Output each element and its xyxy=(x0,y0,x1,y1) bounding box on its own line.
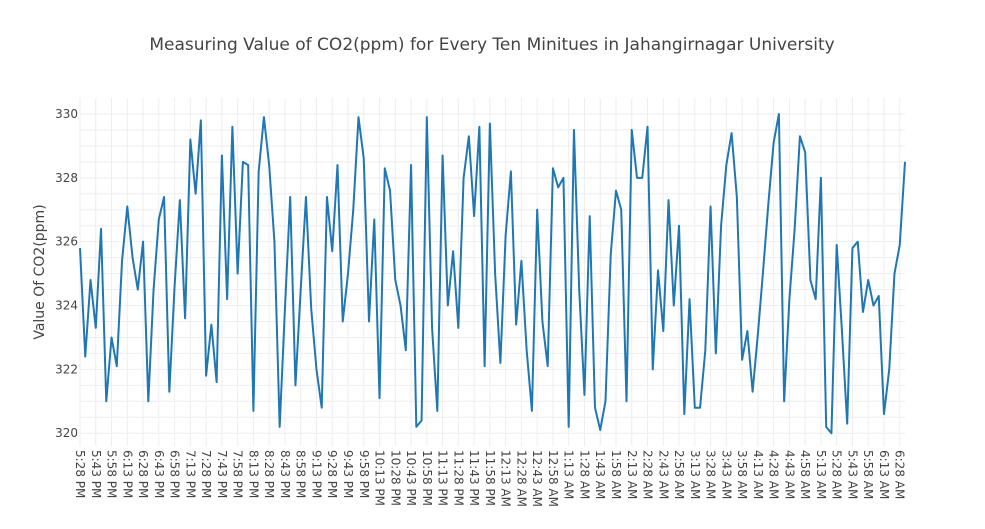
chart-title: Measuring Value of CO2(ppm) for Every Te… xyxy=(149,35,834,55)
x-tick-label: 5:28 AM xyxy=(830,450,844,499)
x-tick-label: 4:43 AM xyxy=(782,450,796,499)
x-tick-label: 1:58 AM xyxy=(609,450,623,499)
x-tick-label: 11:43 PM xyxy=(467,450,481,506)
x-tick-label: 2:58 AM xyxy=(672,450,686,499)
y-axis-label: Value Of CO2(ppm) xyxy=(32,204,48,339)
x-tick-label: 7:28 PM xyxy=(199,450,213,498)
x-tick-label: 8:58 PM xyxy=(294,450,308,498)
x-tick-label: 1:43 AM xyxy=(593,450,607,499)
x-tick-label: 5:58 AM xyxy=(861,450,875,499)
y-tick-label: 330 xyxy=(55,107,78,121)
x-tick-label: 8:28 PM xyxy=(262,450,276,498)
x-tick-label: 12:28 AM xyxy=(514,450,528,507)
x-tick-label: 2:13 AM xyxy=(625,450,639,499)
y-tick-label: 322 xyxy=(55,362,78,376)
x-tick-label: 4:13 AM xyxy=(751,450,765,499)
x-tick-label: 4:58 AM xyxy=(798,450,812,499)
x-tick-label: 12:43 AM xyxy=(530,450,544,507)
x-tick-label: 10:28 PM xyxy=(388,450,402,506)
y-tick-label: 324 xyxy=(55,299,78,313)
x-tick-label: 11:58 PM xyxy=(483,450,497,506)
x-tick-label: 11:28 PM xyxy=(451,450,465,506)
x-tick-label: 12:58 AM xyxy=(546,450,560,507)
x-tick-label: 3:13 AM xyxy=(688,450,702,499)
x-tick-label: 7:43 PM xyxy=(215,450,229,498)
x-tick-label: 2:28 AM xyxy=(641,450,655,499)
x-tick-label: 6:13 AM xyxy=(877,450,891,499)
x-tick-label: 9:43 PM xyxy=(341,450,355,498)
x-tick-label: 10:43 PM xyxy=(404,450,418,506)
y-tick-label: 320 xyxy=(55,426,78,440)
series-layer xyxy=(79,112,906,435)
x-tick-label: 9:13 PM xyxy=(309,450,323,498)
x-tick-label: 3:28 AM xyxy=(704,450,718,499)
x-tick-label: 6:28 PM xyxy=(136,450,150,498)
y-tick-label: 326 xyxy=(55,235,78,249)
x-tick-label: 7:58 PM xyxy=(231,450,245,498)
x-tick-label: 11:13 PM xyxy=(436,450,450,506)
co2-series-line xyxy=(79,112,906,435)
x-tick-label: 3:58 AM xyxy=(735,450,749,499)
x-tick-label: 10:58 PM xyxy=(420,450,434,506)
axes: 5:28 PM 5:43 PM 5:58 PM 6:13 PM 6:28 PM 6:43 … xyxy=(55,107,907,507)
x-tick-label: 8:43 PM xyxy=(278,450,292,498)
x-tick-label: 10:13 PM xyxy=(373,450,387,506)
x-tick-label: 2:43 AM xyxy=(656,450,670,499)
x-tick-label: 5:13 AM xyxy=(814,450,828,499)
x-tick-label: 6:58 PM xyxy=(168,450,182,498)
x-tick-label: 5:43 PM xyxy=(89,450,103,498)
x-tick-label: 1:13 AM xyxy=(562,450,576,499)
x-tick-label: 6:28 AM xyxy=(893,450,907,499)
x-tick-label: 9:58 PM xyxy=(357,450,371,498)
x-tick-label: 7:13 PM xyxy=(183,450,197,498)
x-tick-label: 3:43 AM xyxy=(719,450,733,499)
x-tick-label: 6:43 PM xyxy=(152,450,166,498)
x-tick-label: 5:28 PM xyxy=(73,450,87,498)
x-tick-label: 5:58 PM xyxy=(105,450,119,498)
x-tick-label: 4:28 AM xyxy=(767,450,781,499)
x-tick-label: 5:43 AM xyxy=(845,450,859,499)
y-tick-label: 328 xyxy=(55,171,78,185)
x-tick-label: 6:13 PM xyxy=(120,450,134,498)
x-tick-label: 12:13 AM xyxy=(499,450,513,507)
x-tick-label: 9:28 PM xyxy=(325,450,339,498)
x-tick-label: 8:13 PM xyxy=(246,450,260,498)
x-tick-label: 1:28 AM xyxy=(577,450,591,499)
